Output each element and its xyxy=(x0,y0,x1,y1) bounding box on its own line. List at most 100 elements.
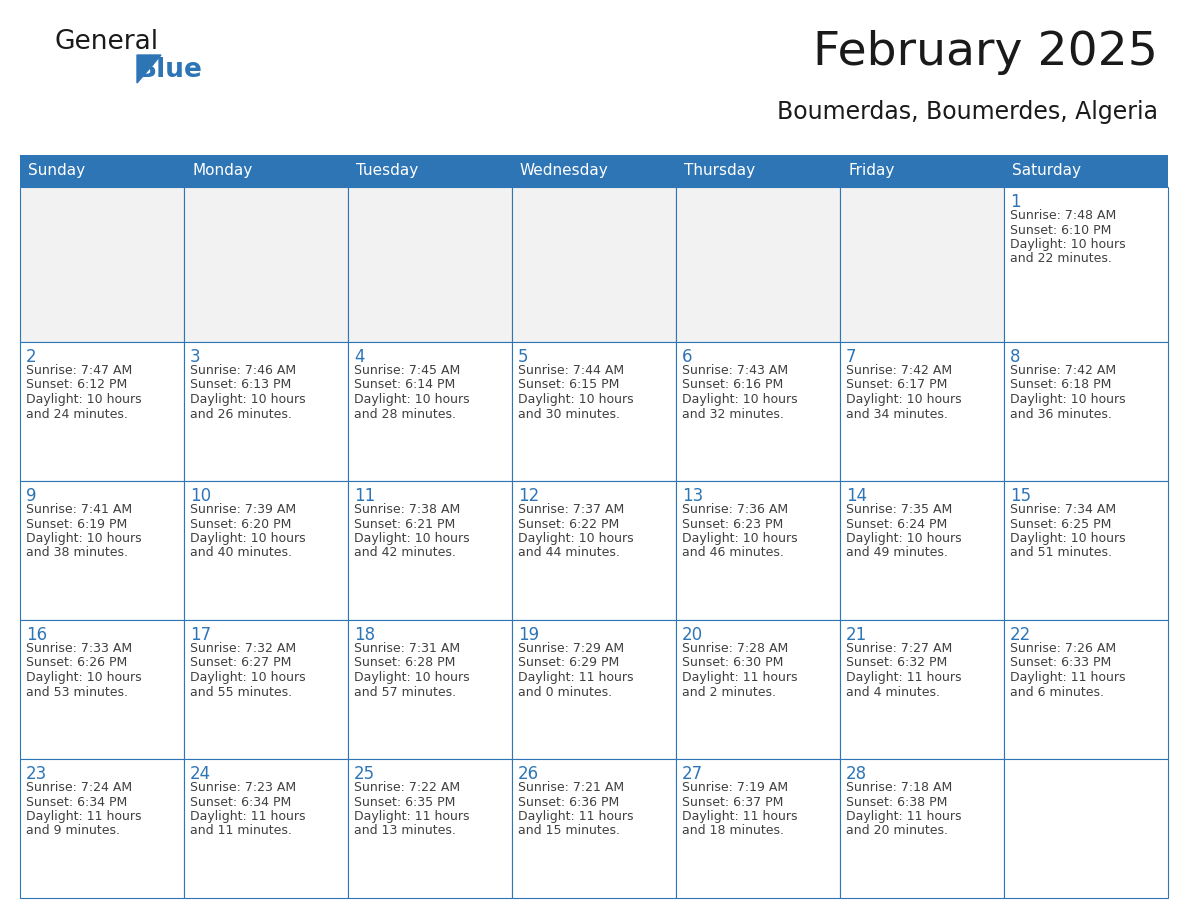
Text: Sunset: 6:23 PM: Sunset: 6:23 PM xyxy=(682,518,783,531)
Text: Sunrise: 7:18 AM: Sunrise: 7:18 AM xyxy=(846,781,953,794)
Text: Tuesday: Tuesday xyxy=(356,163,418,178)
Text: Sunrise: 7:43 AM: Sunrise: 7:43 AM xyxy=(682,364,788,377)
Text: 11: 11 xyxy=(354,487,375,505)
Text: and 53 minutes.: and 53 minutes. xyxy=(26,686,128,699)
Bar xyxy=(1004,481,1168,620)
Text: Daylight: 11 hours: Daylight: 11 hours xyxy=(682,810,797,823)
Text: Sunrise: 7:24 AM: Sunrise: 7:24 AM xyxy=(26,781,132,794)
Text: 17: 17 xyxy=(190,626,211,644)
Text: Sunset: 6:37 PM: Sunset: 6:37 PM xyxy=(682,796,783,809)
Text: 14: 14 xyxy=(846,487,867,505)
Text: Sunset: 6:14 PM: Sunset: 6:14 PM xyxy=(354,378,455,391)
Text: Wednesday: Wednesday xyxy=(520,163,608,178)
Text: and 26 minutes.: and 26 minutes. xyxy=(190,408,292,420)
Bar xyxy=(348,481,512,620)
Text: Daylight: 11 hours: Daylight: 11 hours xyxy=(518,671,633,684)
Text: Sunset: 6:17 PM: Sunset: 6:17 PM xyxy=(846,378,947,391)
Text: Sunset: 6:22 PM: Sunset: 6:22 PM xyxy=(518,518,619,531)
Text: Daylight: 10 hours: Daylight: 10 hours xyxy=(190,532,305,545)
Text: 16: 16 xyxy=(26,626,48,644)
Text: Sunday: Sunday xyxy=(29,163,86,178)
Text: February 2025: February 2025 xyxy=(813,30,1158,75)
Text: and 46 minutes.: and 46 minutes. xyxy=(682,546,784,559)
Text: and 38 minutes.: and 38 minutes. xyxy=(26,546,128,559)
Text: Daylight: 11 hours: Daylight: 11 hours xyxy=(354,810,469,823)
Text: 26: 26 xyxy=(518,765,539,783)
Text: and 9 minutes.: and 9 minutes. xyxy=(26,824,120,837)
Bar xyxy=(840,481,1004,620)
Text: Daylight: 10 hours: Daylight: 10 hours xyxy=(354,532,469,545)
Bar xyxy=(1004,342,1168,481)
Text: 9: 9 xyxy=(26,487,37,505)
Text: Sunrise: 7:47 AM: Sunrise: 7:47 AM xyxy=(26,364,132,377)
Text: and 49 minutes.: and 49 minutes. xyxy=(846,546,948,559)
Text: Sunset: 6:21 PM: Sunset: 6:21 PM xyxy=(354,518,455,531)
Text: Monday: Monday xyxy=(192,163,252,178)
Text: 4: 4 xyxy=(354,348,365,366)
Text: and 32 minutes.: and 32 minutes. xyxy=(682,408,784,420)
Bar xyxy=(676,155,840,187)
Bar xyxy=(512,187,676,342)
Bar xyxy=(20,342,184,481)
Text: Daylight: 10 hours: Daylight: 10 hours xyxy=(26,393,141,406)
Bar xyxy=(20,187,184,342)
Text: Sunset: 6:38 PM: Sunset: 6:38 PM xyxy=(846,796,947,809)
Text: Daylight: 10 hours: Daylight: 10 hours xyxy=(354,393,469,406)
Text: 21: 21 xyxy=(846,626,867,644)
Bar xyxy=(348,342,512,481)
Text: Sunset: 6:10 PM: Sunset: 6:10 PM xyxy=(1010,223,1112,237)
Text: Thursday: Thursday xyxy=(684,163,756,178)
Text: Sunrise: 7:26 AM: Sunrise: 7:26 AM xyxy=(1010,642,1116,655)
Text: and 57 minutes.: and 57 minutes. xyxy=(354,686,456,699)
Text: Sunset: 6:34 PM: Sunset: 6:34 PM xyxy=(190,796,291,809)
Text: 12: 12 xyxy=(518,487,539,505)
Polygon shape xyxy=(137,55,162,83)
Text: 3: 3 xyxy=(190,348,201,366)
Text: Sunrise: 7:42 AM: Sunrise: 7:42 AM xyxy=(1010,364,1116,377)
Text: 28: 28 xyxy=(846,765,867,783)
Text: Sunrise: 7:42 AM: Sunrise: 7:42 AM xyxy=(846,364,952,377)
Bar xyxy=(676,759,840,898)
Bar xyxy=(1004,759,1168,898)
Text: Sunrise: 7:38 AM: Sunrise: 7:38 AM xyxy=(354,503,460,516)
Bar xyxy=(20,481,184,620)
Bar xyxy=(20,155,184,187)
Text: Sunset: 6:15 PM: Sunset: 6:15 PM xyxy=(518,378,619,391)
Text: Sunset: 6:24 PM: Sunset: 6:24 PM xyxy=(846,518,947,531)
Text: Daylight: 11 hours: Daylight: 11 hours xyxy=(846,671,961,684)
Text: 1: 1 xyxy=(1010,193,1020,211)
Bar xyxy=(840,342,1004,481)
Bar xyxy=(1004,155,1168,187)
Bar xyxy=(676,481,840,620)
Bar xyxy=(20,759,184,898)
Bar xyxy=(184,481,348,620)
Text: and 15 minutes.: and 15 minutes. xyxy=(518,824,620,837)
Text: and 28 minutes.: and 28 minutes. xyxy=(354,408,456,420)
Text: 7: 7 xyxy=(846,348,857,366)
Text: Boumerdas, Boumerdes, Algeria: Boumerdas, Boumerdes, Algeria xyxy=(777,100,1158,124)
Text: Sunset: 6:35 PM: Sunset: 6:35 PM xyxy=(354,796,455,809)
Text: Sunrise: 7:46 AM: Sunrise: 7:46 AM xyxy=(190,364,296,377)
Text: 23: 23 xyxy=(26,765,48,783)
Text: Sunset: 6:26 PM: Sunset: 6:26 PM xyxy=(26,656,127,669)
Text: and 6 minutes.: and 6 minutes. xyxy=(1010,686,1104,699)
Text: and 30 minutes.: and 30 minutes. xyxy=(518,408,620,420)
Text: 18: 18 xyxy=(354,626,375,644)
Bar xyxy=(184,620,348,759)
Text: Sunrise: 7:31 AM: Sunrise: 7:31 AM xyxy=(354,642,460,655)
Text: Daylight: 10 hours: Daylight: 10 hours xyxy=(354,671,469,684)
Text: and 24 minutes.: and 24 minutes. xyxy=(26,408,128,420)
Bar xyxy=(512,342,676,481)
Text: Sunrise: 7:44 AM: Sunrise: 7:44 AM xyxy=(518,364,624,377)
Text: Sunset: 6:28 PM: Sunset: 6:28 PM xyxy=(354,656,455,669)
Text: Sunrise: 7:41 AM: Sunrise: 7:41 AM xyxy=(26,503,132,516)
Text: and 36 minutes.: and 36 minutes. xyxy=(1010,408,1112,420)
Bar xyxy=(676,342,840,481)
Text: Sunset: 6:18 PM: Sunset: 6:18 PM xyxy=(1010,378,1112,391)
Text: Sunset: 6:12 PM: Sunset: 6:12 PM xyxy=(26,378,127,391)
Text: Sunrise: 7:37 AM: Sunrise: 7:37 AM xyxy=(518,503,624,516)
Text: Daylight: 10 hours: Daylight: 10 hours xyxy=(846,393,961,406)
Text: Daylight: 10 hours: Daylight: 10 hours xyxy=(1010,393,1125,406)
Text: Daylight: 11 hours: Daylight: 11 hours xyxy=(846,810,961,823)
Text: 13: 13 xyxy=(682,487,703,505)
